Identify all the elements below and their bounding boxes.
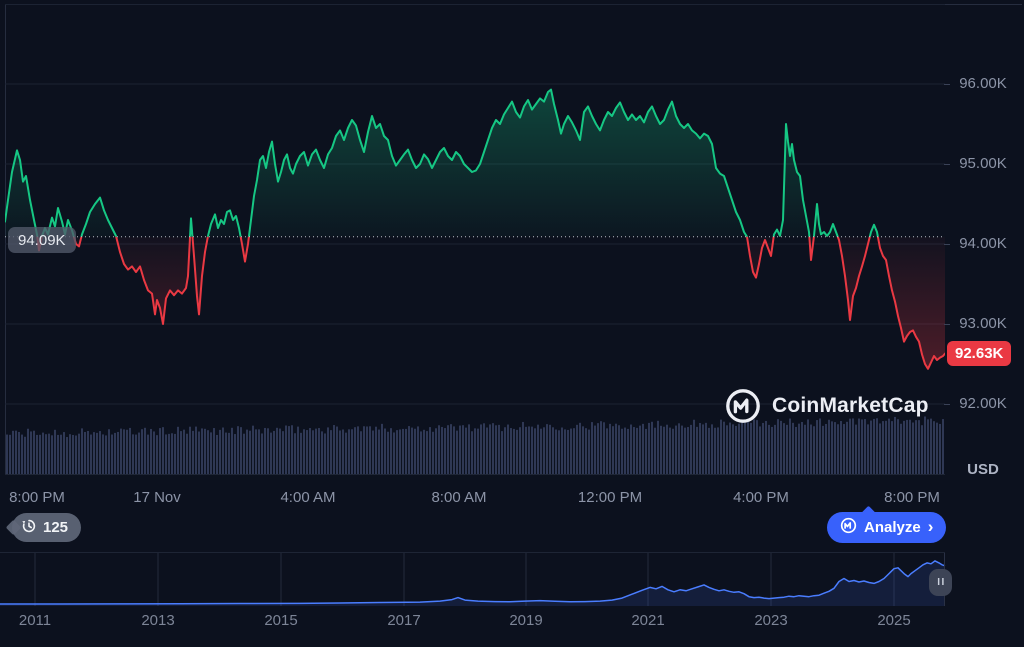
plot-bottom-border: [5, 474, 945, 475]
analyze-label: Analyze: [864, 519, 921, 536]
history-clock-icon: [21, 518, 37, 538]
timeline-year-label: 2021: [631, 612, 665, 629]
timeline-drag-handle[interactable]: II: [929, 569, 952, 596]
timeline-grid-lines: [34, 553, 895, 606]
history-count-label: 125: [43, 519, 69, 536]
analyze-button[interactable]: Analyze ›: [827, 512, 947, 543]
plot-left-border: [5, 4, 6, 475]
watermark-text: CoinMarketCap: [772, 394, 929, 417]
timeline-year-label: 2011: [18, 612, 52, 629]
price-axis-label: 94.00K: [959, 235, 1007, 252]
history-count-badge[interactable]: 125: [12, 513, 82, 542]
coinmarketcap-watermark: CoinMarketCap: [724, 387, 929, 425]
price-axis-tick: [944, 324, 950, 325]
price-axis-label: 93.00K: [959, 315, 1007, 332]
price-axis-tick: [944, 404, 950, 405]
timeline-canvas[interactable]: [0, 552, 946, 607]
coinmarketcap-logo-icon: [724, 387, 762, 425]
time-axis-label: 8:00 PM: [9, 489, 65, 506]
time-axis-label: 4:00 AM: [280, 489, 336, 506]
timeline-year-label: 2023: [754, 612, 788, 629]
baseline-price-badge: 94.09K: [8, 227, 76, 253]
time-axis-label: 12:00 PM: [577, 489, 643, 506]
timeline-area-fill: [0, 560, 945, 606]
volume-bars: [6, 416, 944, 474]
analyze-logo-icon: [840, 517, 857, 538]
price-axis-tick: [944, 244, 950, 245]
price-axis-tick: [944, 164, 950, 165]
timeline-year-label: 2019: [509, 612, 543, 629]
timeline-year-label: 2025: [877, 612, 911, 629]
time-axis-label: 8:00 PM: [884, 489, 940, 506]
price-axis-label: 95.00K: [959, 155, 1007, 172]
price-axis-tick: [944, 84, 950, 85]
currency-label: USD: [967, 461, 999, 478]
time-axis-label: 4:00 PM: [733, 489, 789, 506]
chevron-right-icon: ›: [927, 516, 934, 536]
price-line-up: [5, 88, 879, 237]
price-line-down: [36, 236, 945, 370]
area-fill-up: [5, 89, 945, 237]
timeline-year-label: 2017: [387, 612, 421, 629]
timeline-year-label: 2013: [141, 612, 175, 629]
time-axis-label: 17 Nov: [133, 489, 181, 506]
price-axis-label: 92.00K: [959, 395, 1007, 412]
time-axis-label: 8:00 AM: [431, 489, 487, 506]
current-price-badge: 92.63K: [947, 341, 1012, 366]
price-chart-canvas[interactable]: [5, 4, 945, 475]
price-axis-label: 96.00K: [959, 75, 1007, 92]
timeline-year-label: 2015: [264, 612, 298, 629]
area-fill-down: [37, 236, 945, 369]
timeline-line: [0, 560, 946, 605]
